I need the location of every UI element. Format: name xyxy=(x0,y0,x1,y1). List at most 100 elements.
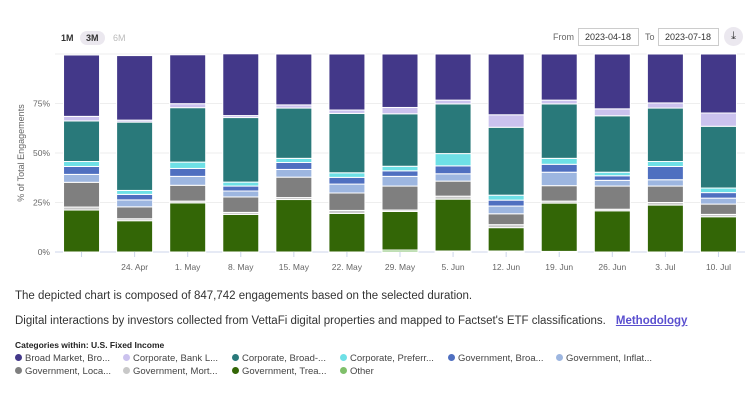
bar-segment[interactable] xyxy=(328,183,366,194)
bar-segment[interactable] xyxy=(646,102,684,109)
bar-segment[interactable] xyxy=(328,176,366,185)
legend-item[interactable]: Broad Market, Bro... xyxy=(15,353,110,364)
bar-segment[interactable] xyxy=(487,199,525,207)
bar-segment[interactable] xyxy=(381,53,419,108)
bar-segment[interactable] xyxy=(434,165,472,175)
bar-segment[interactable] xyxy=(487,126,525,196)
bar-segment[interactable] xyxy=(63,115,101,122)
bar-segment[interactable] xyxy=(381,210,419,251)
bar-segment[interactable] xyxy=(169,167,207,177)
bar-segment[interactable] xyxy=(699,203,737,215)
bar-segment[interactable] xyxy=(593,210,631,253)
bar-segment[interactable] xyxy=(116,199,154,208)
bar-segment[interactable] xyxy=(540,163,578,173)
bar-segment[interactable] xyxy=(169,161,207,169)
bar-segment[interactable] xyxy=(699,112,737,127)
legend-item[interactable]: Other xyxy=(340,366,374,377)
bar-segment[interactable] xyxy=(116,220,154,253)
bar-segment[interactable] xyxy=(487,227,525,252)
bar-segment[interactable] xyxy=(275,107,313,159)
bar-segment[interactable] xyxy=(328,172,366,178)
bar-segment[interactable] xyxy=(116,55,154,121)
bar-segment[interactable] xyxy=(646,204,684,253)
bar-segment[interactable] xyxy=(646,185,684,203)
bar-segment[interactable] xyxy=(487,53,525,116)
bar-segment[interactable] xyxy=(63,181,101,208)
range-1m-button[interactable]: 1M xyxy=(61,33,74,43)
bar-segment[interactable] xyxy=(63,165,101,175)
bar-segment[interactable] xyxy=(487,205,525,215)
download-button[interactable]: ⤓ xyxy=(724,27,743,46)
bar-segment[interactable] xyxy=(63,209,101,253)
bar-segment[interactable] xyxy=(540,103,578,159)
bar-segment[interactable] xyxy=(540,157,578,165)
bar-segment[interactable] xyxy=(434,173,472,182)
bar-segment[interactable] xyxy=(275,157,313,164)
bar-segment[interactable] xyxy=(222,181,260,187)
bar-segment[interactable] xyxy=(593,53,631,110)
bar-segment[interactable] xyxy=(593,179,631,187)
bar-segment[interactable] xyxy=(699,216,737,253)
bar-segment[interactable] xyxy=(699,125,737,189)
bar-segment[interactable] xyxy=(222,213,260,253)
bar-segment[interactable] xyxy=(646,107,684,163)
bar-segment[interactable] xyxy=(222,196,260,213)
bar-segment[interactable] xyxy=(222,190,260,198)
bar-segment[interactable] xyxy=(381,185,419,211)
legend-item[interactable]: Corporate, Bank L... xyxy=(123,353,218,364)
bar-segment[interactable] xyxy=(540,171,578,187)
to-date-input[interactable]: 2023-07-18 xyxy=(658,28,719,46)
bar-segment[interactable] xyxy=(63,120,101,163)
bar-segment[interactable] xyxy=(593,171,631,177)
bar-segment[interactable] xyxy=(116,189,154,195)
bar-segment[interactable] xyxy=(699,197,737,205)
bar-segment[interactable] xyxy=(169,103,207,109)
bar-segment[interactable] xyxy=(381,170,419,177)
bar-segment[interactable] xyxy=(116,121,154,191)
bar-segment[interactable] xyxy=(593,108,631,117)
bar-segment[interactable] xyxy=(63,173,101,183)
bar-segment[interactable] xyxy=(699,53,737,114)
bar-segment[interactable] xyxy=(275,176,313,199)
bar-segment[interactable] xyxy=(222,117,260,183)
range-3m-button[interactable]: 3M xyxy=(80,31,105,45)
bar-segment[interactable] xyxy=(487,213,525,226)
bar-segment[interactable] xyxy=(593,185,631,210)
bar-segment[interactable] xyxy=(434,153,472,167)
bar-segment[interactable] xyxy=(116,193,154,201)
legend-item[interactable]: Government, Mort... xyxy=(123,366,217,377)
from-date-input[interactable]: 2023-04-18 xyxy=(578,28,639,46)
bar-segment[interactable] xyxy=(275,199,313,253)
bar-segment[interactable] xyxy=(487,114,525,128)
bar-segment[interactable] xyxy=(328,112,366,174)
bar-segment[interactable] xyxy=(540,53,578,101)
bar-segment[interactable] xyxy=(275,53,313,106)
bar-segment[interactable] xyxy=(540,202,578,252)
bar-segment[interactable] xyxy=(169,54,207,105)
legend-item[interactable]: Government, Loca... xyxy=(15,366,111,377)
bar-segment[interactable] xyxy=(328,212,366,253)
bar-segment[interactable] xyxy=(434,180,472,197)
legend-item[interactable]: Government, Inflat... xyxy=(556,353,652,364)
legend-item[interactable]: Corporate, Preferr... xyxy=(340,353,434,364)
bar-segment[interactable] xyxy=(63,161,101,167)
bar-segment[interactable] xyxy=(699,187,737,194)
bar-segment[interactable] xyxy=(328,53,366,111)
bar-segment[interactable] xyxy=(222,53,260,117)
bar-segment[interactable] xyxy=(381,106,419,115)
bar-segment[interactable] xyxy=(646,165,684,181)
bar-segment[interactable] xyxy=(646,161,684,167)
bar-segment[interactable] xyxy=(434,103,472,155)
bar-segment[interactable] xyxy=(381,175,419,187)
legend-item[interactable]: Government, Broa... xyxy=(448,353,544,364)
bar-segment[interactable] xyxy=(169,184,207,202)
bar-segment[interactable] xyxy=(328,109,366,114)
bar-segment[interactable] xyxy=(540,99,578,105)
bar-segment[interactable] xyxy=(116,206,154,220)
bar-segment[interactable] xyxy=(593,175,631,181)
bar-segment[interactable] xyxy=(328,192,366,211)
bar-segment[interactable] xyxy=(646,179,684,187)
bar-segment[interactable] xyxy=(275,168,313,178)
bar-segment[interactable] xyxy=(540,185,578,202)
bar-segment[interactable] xyxy=(434,198,472,252)
